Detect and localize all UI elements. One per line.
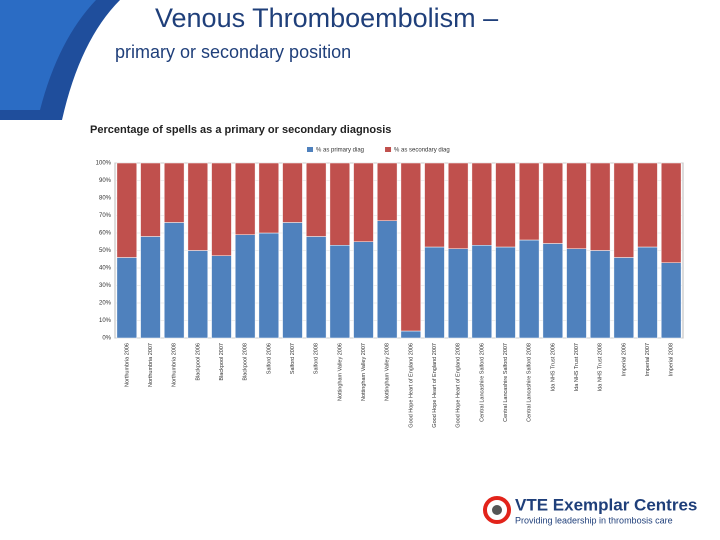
bar-segment — [589, 250, 611, 339]
y-tick-label: 50% — [99, 248, 112, 254]
bar-segment — [447, 248, 469, 339]
bar-segment — [400, 330, 422, 339]
bar-segment — [518, 162, 540, 241]
x-tick-label: Imperial 2008 — [669, 343, 675, 376]
bar-segment — [447, 162, 469, 249]
bar-segment — [140, 236, 161, 339]
legend-swatch — [385, 147, 392, 152]
x-tick-label: Salford 2006 — [266, 343, 272, 374]
y-tick-label: 30% — [99, 283, 112, 289]
x-tick-label: Ida NHS Trust 2007 — [574, 343, 580, 391]
bar-segment — [353, 241, 374, 339]
bar-segment — [140, 162, 161, 237]
x-tick-label: Central Lancashire Salford 2007 — [503, 343, 509, 422]
bar-segment — [660, 162, 682, 263]
bar-segment — [305, 162, 327, 237]
x-tick-label: Salford 2008 — [314, 343, 320, 374]
y-tick-label: 70% — [99, 213, 112, 219]
bar-segment — [329, 245, 351, 339]
bar-segment — [305, 236, 327, 339]
bar-segment — [353, 162, 374, 242]
x-tick-label: Central Lancashire Salford 2008 — [527, 343, 533, 422]
y-tick-label: 20% — [99, 301, 112, 307]
y-tick-label: 10% — [99, 318, 112, 324]
slide-subtitle: primary or secondary position — [115, 42, 351, 62]
x-tick-label: Good Hope Heart of England 2006 — [408, 343, 414, 428]
bar-segment — [471, 245, 493, 339]
x-tick-label: Nottingham Valley 2007 — [361, 343, 367, 401]
y-tick-label: 0% — [102, 336, 111, 342]
x-tick-label: Imperial 2006 — [621, 343, 627, 376]
bar-segment — [471, 162, 493, 246]
x-tick-label: Northumbria 2006 — [124, 343, 130, 387]
bar-segment — [234, 234, 256, 339]
bar-segment — [211, 255, 232, 339]
bar-segment — [116, 257, 138, 339]
x-tick-label: Central Lancashire Salford 2006 — [479, 343, 485, 422]
bar-segment — [400, 162, 422, 332]
y-tick-label: 90% — [99, 178, 112, 184]
bar-segment — [566, 162, 587, 249]
legend-label: % as primary diag — [316, 148, 364, 154]
bar-segment — [329, 162, 351, 246]
legend-swatch — [307, 147, 313, 152]
bar-segment — [282, 162, 303, 223]
bar-segment — [376, 162, 398, 221]
corner-swoosh-inner — [0, 0, 96, 110]
bar-segment — [495, 246, 516, 339]
bar-segment — [211, 162, 232, 256]
logo: VTE Exemplar Centres Providing leadershi… — [483, 495, 697, 525]
x-tick-label: Imperial 2007 — [645, 343, 651, 376]
chart-title: Percentage of spells as a primary or sec… — [90, 124, 391, 136]
bar-segment — [116, 162, 138, 258]
x-tick-label: Good Hope Heart of England 2008 — [456, 343, 462, 428]
bar-segment — [613, 257, 635, 339]
bar-segment — [566, 248, 587, 339]
bar-segment — [376, 220, 398, 339]
bar-segment — [163, 222, 185, 339]
bar-segment — [495, 162, 516, 248]
legend-label: % as secondary diag — [394, 148, 450, 154]
bar-segment — [660, 262, 682, 339]
bar-segment — [187, 162, 209, 251]
bar-segment — [282, 222, 303, 339]
bar-segment — [424, 246, 445, 339]
bar-segment — [187, 250, 209, 339]
bar-segment — [637, 162, 658, 248]
x-tick-label: Blackpool 2006 — [195, 343, 201, 381]
logo-dot — [492, 505, 502, 515]
bar-segment — [637, 246, 658, 339]
bar-segment — [613, 162, 635, 258]
x-tick-label: Nottingham Valley 2006 — [337, 343, 343, 401]
slide-title: Venous Thromboembolism – — [155, 3, 498, 33]
y-tick-label: 40% — [99, 266, 112, 272]
x-tick-label: Northumbria 2007 — [148, 343, 154, 387]
bar-segment — [518, 239, 540, 339]
bar-segment — [258, 232, 280, 339]
logo-tagline: Providing leadership in thrombosis care — [515, 515, 673, 525]
y-tick-label: 80% — [99, 196, 112, 202]
y-tick-label: 100% — [96, 161, 112, 167]
logo-ring — [483, 496, 511, 524]
y-tick-label: 60% — [99, 231, 112, 237]
bar-segment — [163, 162, 185, 223]
bar-segment — [258, 162, 280, 234]
x-tick-label: Blackpool 2007 — [219, 343, 225, 381]
x-tick-label: Salford 2007 — [290, 343, 296, 374]
x-tick-label: Good Hope Heart of England 2007 — [432, 343, 438, 428]
x-tick-label: Ida NHS Trust 2008 — [598, 343, 604, 391]
logo-title: VTE Exemplar Centres — [515, 495, 697, 514]
bar-segment — [542, 243, 564, 339]
x-tick-label: Northumbria 2008 — [172, 343, 178, 387]
x-tick-label: Ida NHS Trust 2006 — [550, 343, 556, 391]
x-tick-label: Blackpool 2008 — [243, 343, 249, 381]
bar-segment — [542, 162, 564, 244]
bar-segment — [424, 162, 445, 248]
bar-segment — [589, 162, 611, 251]
x-tick-label: Nottingham Valley 2008 — [385, 343, 391, 401]
bar-segment — [234, 162, 256, 235]
